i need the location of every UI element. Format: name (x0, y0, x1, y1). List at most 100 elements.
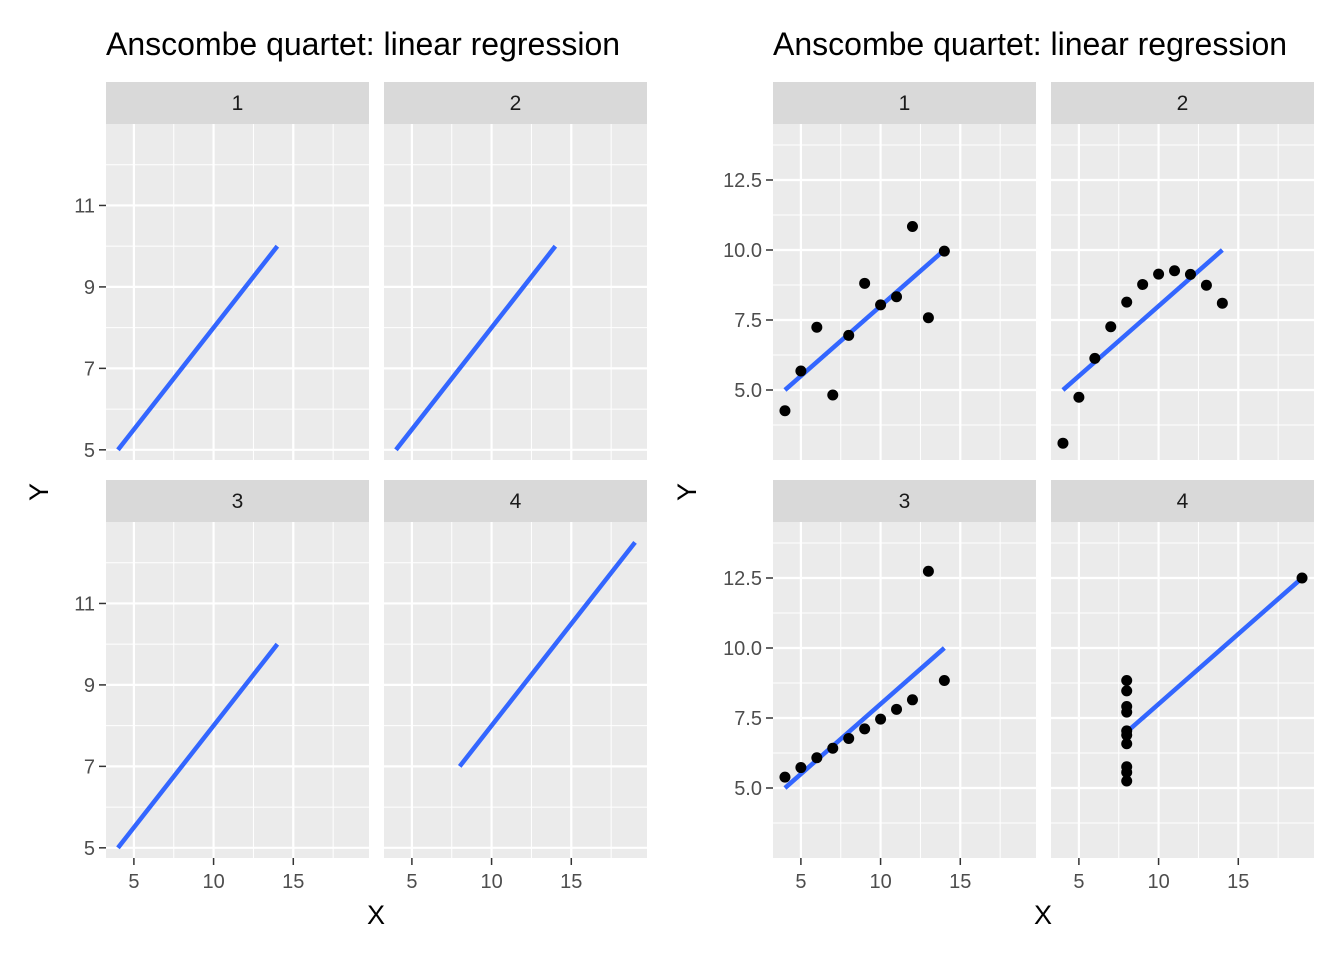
y-tick-label: 12.5 (723, 170, 762, 192)
regression-line (1125, 576, 1304, 734)
data-point (1121, 766, 1133, 778)
y-tick-label: 10.0 (723, 240, 762, 262)
data-point (827, 389, 839, 401)
data-point (843, 732, 855, 744)
data-point (779, 405, 791, 417)
regression-line (457, 540, 637, 768)
y-tick-label: 11 (74, 593, 95, 615)
facet-strip (1051, 82, 1314, 124)
y-tick-label: 5 (84, 838, 95, 860)
panel-background (1051, 522, 1314, 858)
data-point (1121, 701, 1133, 713)
facet-strip-label: 4 (510, 490, 522, 513)
data-point (1216, 297, 1228, 309)
facet-strip (773, 480, 1036, 522)
data-point (779, 771, 791, 783)
panel-background (773, 522, 1036, 858)
x-tick-label: 15 (560, 871, 582, 893)
data-point (1121, 296, 1133, 308)
facet-panel-3: 3 5 7 9 11 5 10 15 (74, 480, 369, 893)
data-point (938, 674, 950, 686)
x-tick-label: 5 (128, 871, 139, 893)
y-tick-label: 12.5 (723, 568, 762, 590)
facet-panel-3: 3 5.0 7.5 10.0 12.5 5 10 15 (723, 480, 1036, 893)
data-point (906, 220, 918, 232)
facet-panel-4: 4 5 10 15 (384, 480, 647, 893)
data-point (795, 365, 807, 377)
chart-left: Anscombe quartet: linear regression Y X … (24, 26, 647, 930)
data-point (1105, 321, 1117, 333)
data-point (811, 752, 823, 764)
data-point (1296, 572, 1308, 584)
panel-background (384, 522, 647, 858)
data-point (811, 321, 823, 333)
x-tick-label: 5 (1073, 871, 1084, 893)
x-tick-label: 10 (869, 871, 891, 893)
facet-strip (1051, 480, 1314, 522)
y-tick-label: 5 (84, 440, 95, 462)
x-axis-title: X (367, 900, 385, 930)
facet-strip (773, 82, 1036, 124)
regression-line (783, 646, 946, 790)
facet-strip-label: 2 (510, 92, 522, 115)
y-tick-label: 9 (84, 277, 95, 299)
x-tick-label: 5 (406, 871, 417, 893)
data-point (922, 312, 934, 324)
data-point (843, 329, 855, 341)
regression-line (783, 248, 946, 392)
facet-panel-1: 1 5.0 7.5 10.0 12.5 (723, 82, 1036, 460)
title-clip-mask (662, 20, 772, 70)
x-tick-label: 15 (949, 871, 971, 893)
data-point (1169, 265, 1181, 277)
data-point (827, 742, 839, 754)
facet-strip-label: 4 (1177, 490, 1189, 513)
facet-strip-label: 2 (1177, 92, 1189, 115)
regression-line (116, 642, 280, 850)
data-point (922, 565, 934, 577)
facet-panels: 1 5.0 7.5 10.0 12.5 2 3 5.0 7.5 10.0 12.5 5 10 15 4 5 10… (723, 82, 1314, 893)
data-point (1121, 685, 1133, 697)
panel-background (773, 124, 1036, 460)
x-tick-label: 15 (1227, 871, 1249, 893)
x-axis-title: X (1034, 900, 1052, 930)
chart-title: Anscombe quartet: linear regression (106, 26, 620, 62)
facet-panel-2: 2 (384, 82, 647, 460)
y-tick-label: 10.0 (723, 638, 762, 660)
data-point (875, 713, 887, 725)
facet-strip (106, 82, 369, 124)
y-tick-label: 5.0 (734, 380, 762, 402)
data-point (1121, 775, 1133, 787)
data-point (891, 703, 903, 715)
y-tick-label: 7.5 (734, 708, 762, 730)
y-tick-label: 7.5 (734, 310, 762, 332)
data-point (859, 277, 871, 289)
x-tick-label: 5 (795, 871, 806, 893)
data-point (1184, 268, 1196, 280)
data-point (795, 762, 807, 774)
data-point (938, 245, 950, 257)
panel-background (106, 522, 369, 858)
facet-strip (106, 480, 369, 522)
y-tick-label: 7 (84, 358, 95, 380)
y-tick-label: 11 (74, 195, 95, 217)
x-tick-label: 10 (480, 871, 502, 893)
y-axis-title: Y (672, 483, 702, 501)
facet-strip-label: 3 (899, 490, 911, 513)
data-point (859, 723, 871, 735)
y-tick-label: 7 (84, 756, 95, 778)
facet-strip-label: 3 (232, 490, 244, 513)
data-point (1200, 279, 1212, 291)
x-tick-label: 10 (202, 871, 224, 893)
facet-panel-1: 1 5 7 9 11 (74, 82, 369, 462)
data-point (891, 291, 903, 303)
facet-strip-label: 1 (232, 92, 244, 115)
data-point (1089, 352, 1101, 364)
data-point (1073, 391, 1085, 403)
chart-right: Anscombe quartet: linear regression Y X … (672, 26, 1314, 930)
regression-line (116, 244, 280, 452)
chart-title: Anscombe quartet: linear regression (773, 26, 1287, 62)
data-point (875, 299, 887, 311)
x-tick-label: 10 (1147, 871, 1169, 893)
facet-panel-2: 2 (1051, 82, 1314, 460)
